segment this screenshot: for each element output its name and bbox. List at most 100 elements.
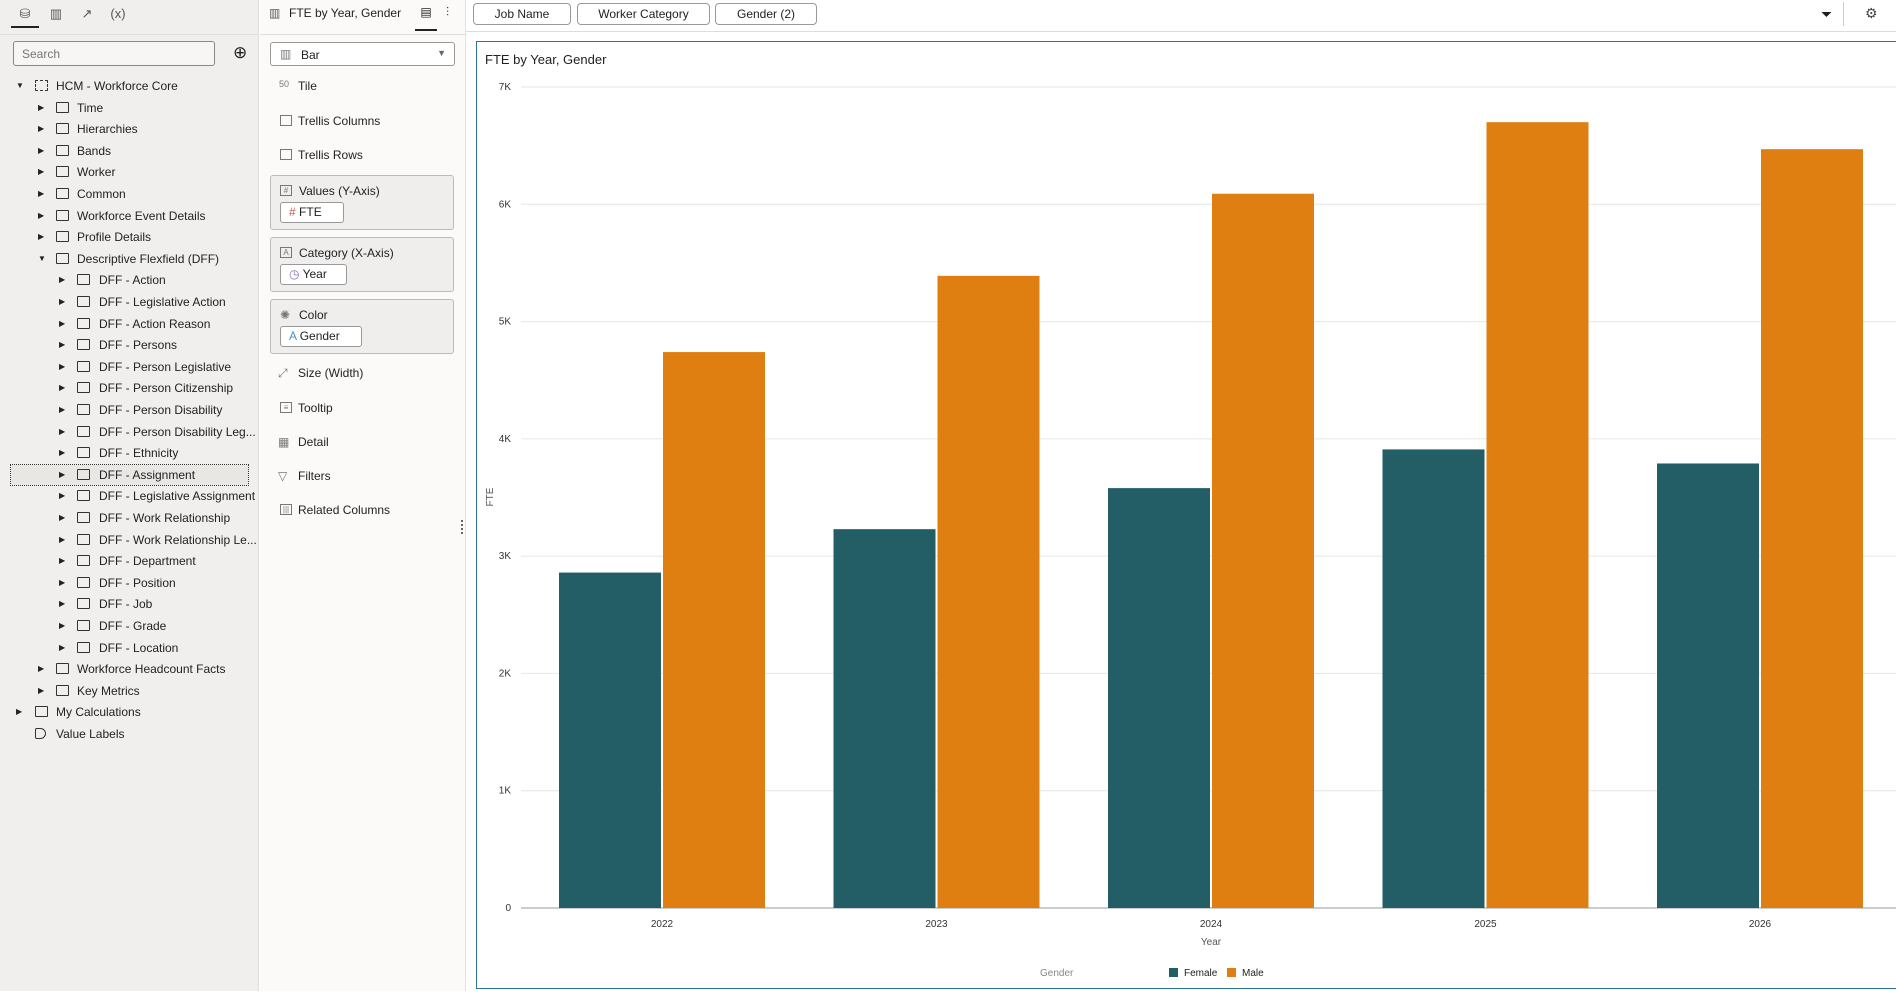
expand-icon[interactable]: ▶: [38, 124, 45, 134]
visualizations-icon[interactable]: ▥: [49, 6, 63, 21]
grammar-detail[interactable]: ▦ Detail: [278, 435, 329, 449]
expand-icon[interactable]: ▶: [16, 707, 23, 717]
panel-resize-handle[interactable]: [461, 520, 463, 534]
tree-item[interactable]: ▶ Key Metrics: [0, 681, 255, 701]
tree-item[interactable]: ▶ DFF - Legislative Assignment: [0, 486, 255, 506]
tree-item[interactable]: ▶ Profile Details: [0, 227, 255, 247]
expand-icon[interactable]: ▶: [59, 426, 66, 436]
expand-icon[interactable]: ▶: [59, 642, 66, 652]
properties-tab-icon[interactable]: ⫶: [446, 5, 450, 19]
add-icon[interactable]: ⊕: [233, 43, 248, 62]
expand-icon[interactable]: ▶: [59, 491, 66, 501]
tree-item[interactable]: ▶ DFF - Grade: [0, 616, 255, 636]
tree-item[interactable]: ▶ DFF - Work Relationship: [0, 508, 255, 528]
tree-item[interactable]: ▶ Workforce Event Details: [0, 206, 255, 226]
tree-item[interactable]: ▶ DFF - Person Citizenship: [0, 378, 255, 398]
expand-icon[interactable]: ▶: [59, 469, 66, 479]
analytics-icon[interactable]: ↗: [81, 6, 93, 21]
expand-icon[interactable]: ▶: [38, 685, 45, 695]
expand-icon[interactable]: ▶: [59, 340, 66, 350]
tree-item[interactable]: ▶ DFF - Person Disability: [0, 400, 255, 420]
filter-worker-category[interactable]: Worker Category: [577, 3, 710, 25]
tree-item[interactable]: ▼ HCM - Workforce Core: [0, 76, 255, 96]
tree-item[interactable]: ▶ DFF - Assignment: [10, 463, 249, 486]
more-icon[interactable]: ⋮: [1890, 5, 1896, 22]
expand-icon[interactable]: ▶: [59, 297, 66, 306]
expand-icon[interactable]: ▶: [59, 318, 66, 328]
filter-job-name[interactable]: Job Name: [473, 3, 571, 25]
tree-item[interactable]: ▶ DFF - Legislative Action: [0, 292, 255, 312]
expand-icon[interactable]: ▶: [38, 664, 45, 674]
grammar-tooltip[interactable]: ≡ Tooltip: [280, 401, 333, 415]
expand-icon[interactable]: ▶: [38, 167, 45, 177]
tree-item[interactable]: ▶ DFF - Location: [0, 638, 255, 658]
fte-pill[interactable]: # FTE: [280, 202, 344, 223]
expand-icon[interactable]: ▶: [59, 513, 66, 522]
bar-male-2022: [663, 352, 765, 909]
folder-icon: [56, 101, 69, 113]
color-dropzone[interactable]: ✺ Color A Gender: [270, 299, 454, 354]
expand-icon[interactable]: ▶: [38, 232, 45, 242]
expand-icon[interactable]: ▶: [38, 145, 45, 155]
grammar-filters[interactable]: ▽ Filters: [278, 469, 331, 483]
expand-icon[interactable]: ▶: [59, 556, 66, 566]
expand-icon[interactable]: ▶: [59, 275, 66, 285]
expand-icon[interactable]: ▶: [59, 577, 66, 587]
tree-item[interactable]: ▶ Time: [0, 98, 255, 118]
filter-gender[interactable]: Gender (2): [715, 3, 817, 25]
tree-item[interactable]: ▼ Descriptive Flexfield (DFF): [0, 249, 255, 269]
tree-item[interactable]: ▶ My Calculations: [0, 702, 255, 722]
chart-card[interactable]: FTE by Year, Gender 0 1K 2K 3K 4K 5K 6K 7K FTE 202…: [476, 41, 1896, 989]
database-icon[interactable]: ⛁: [11, 6, 39, 28]
expand-icon[interactable]: ▶: [59, 534, 66, 544]
tree-item[interactable]: ▶ DFF - Person Disability Leg...: [0, 422, 256, 442]
expand-icon[interactable]: ▶: [38, 210, 45, 220]
tree-item[interactable]: ▶ DFF - Action: [0, 270, 255, 290]
expand-icon[interactable]: ▶: [38, 102, 45, 112]
chart-type-select[interactable]: ▥ Bar ▼: [270, 42, 455, 66]
folder-icon: [77, 598, 90, 610]
grammar-tab-icon[interactable]: ▤: [415, 5, 437, 31]
tree-item[interactable]: ▶ DFF - Ethnicity: [0, 443, 255, 463]
tree-item[interactable]: ▶ DFF - Person Legislative: [0, 357, 255, 377]
tree-item[interactable]: ▶ Workforce Headcount Facts: [0, 659, 255, 679]
canvas-properties-icon[interactable]: ⚙: [1865, 5, 1878, 21]
tag-icon: [35, 728, 46, 739]
tree-item[interactable]: ▶ DFF - Job: [0, 594, 255, 614]
grammar-tile[interactable]: 50 Tile: [278, 79, 317, 93]
tree-item[interactable]: ▶ DFF - Action Reason: [0, 314, 255, 334]
collapse-icon[interactable]: ▼: [38, 253, 46, 263]
gender-pill[interactable]: A Gender: [280, 326, 362, 347]
search-input[interactable]: [13, 41, 215, 66]
trellis-columns-icon: [280, 115, 292, 126]
tree-item[interactable]: ▶ DFF - Department: [0, 551, 255, 571]
folder-icon: [56, 166, 69, 178]
expand-icon[interactable]: ▶: [59, 621, 66, 630]
category-dropzone[interactable]: A Category (X-Axis) ◷ Year: [270, 237, 454, 292]
expand-icon[interactable]: ▶: [59, 599, 66, 609]
tree-item[interactable]: ▶ Bands: [0, 141, 255, 161]
tree-item-label: Profile Details: [77, 230, 152, 245]
collapse-icon[interactable]: ▼: [16, 81, 24, 90]
grammar-trellis-columns[interactable]: Trellis Columns: [280, 114, 380, 128]
values-dropzone[interactable]: # Values (Y-Axis) # FTE: [270, 175, 454, 230]
calculations-icon[interactable]: (x): [110, 6, 126, 21]
tree-item[interactable]: ▶ DFF - Position: [0, 573, 255, 593]
expand-icon[interactable]: ▶: [59, 383, 66, 393]
grammar-related-columns[interactable]: ||| Related Columns: [280, 503, 390, 517]
expand-icon[interactable]: ▶: [38, 189, 45, 198]
grammar-size[interactable]: ⤢ Size (Width): [278, 366, 363, 380]
expand-icon[interactable]: ▶: [59, 405, 66, 414]
tree-item[interactable]: Value Labels: [0, 724, 255, 744]
y-tick-label: 0: [505, 903, 511, 914]
year-pill[interactable]: ◷ Year: [280, 264, 347, 285]
expand-icon[interactable]: ▶: [59, 448, 66, 458]
grammar-trellis-rows[interactable]: Trellis Rows: [280, 148, 363, 162]
tree-item[interactable]: ▶ DFF - Work Relationship Le...: [0, 530, 257, 550]
tree-item[interactable]: ▶ Worker: [0, 162, 255, 182]
filter-settings-icon[interactable]: ⏷: [1821, 6, 1833, 22]
expand-icon[interactable]: ▶: [59, 361, 66, 371]
tree-item[interactable]: ▶ Hierarchies: [0, 119, 255, 139]
tree-item[interactable]: ▶ DFF - Persons: [0, 335, 255, 355]
tree-item[interactable]: ▶ Common: [0, 184, 255, 204]
